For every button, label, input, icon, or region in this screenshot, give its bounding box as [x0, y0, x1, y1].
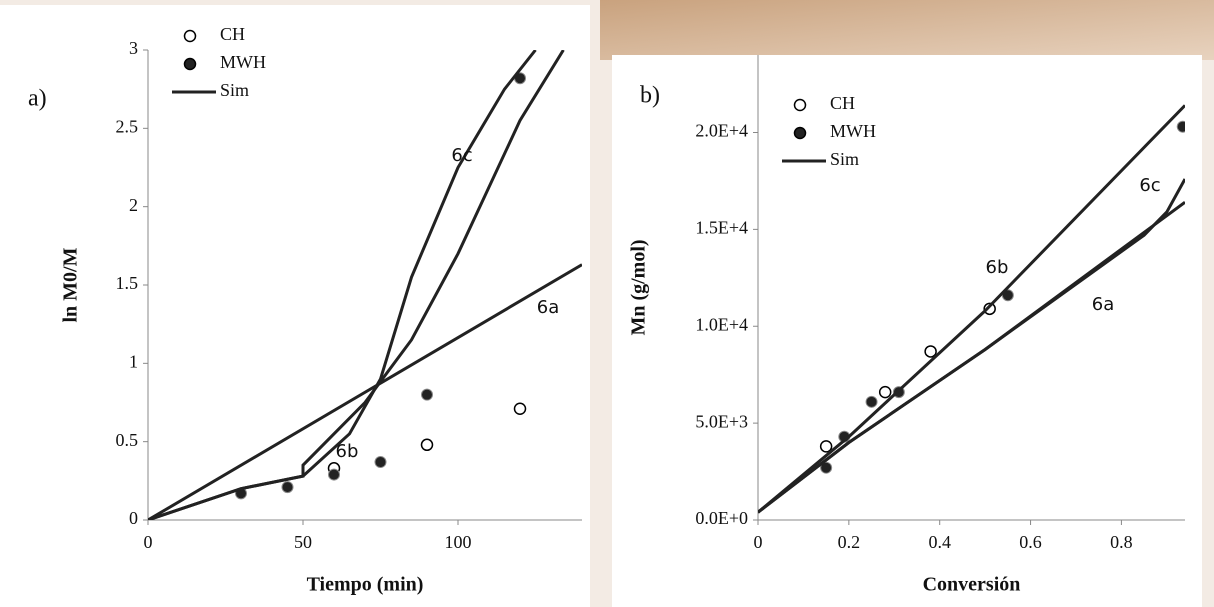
y-tick-label: 3: [129, 38, 138, 58]
y-tick-label: 1.5: [116, 273, 139, 293]
background-decoration: [600, 0, 1214, 60]
x-tick-label: 100: [445, 532, 472, 552]
legend-label: Sim: [220, 80, 249, 100]
x-tick-label: 0: [754, 532, 763, 552]
marker-filled: [328, 468, 340, 481]
marker-filled: [1176, 120, 1185, 133]
x-tick-label: 50: [294, 532, 312, 552]
y-tick-label: 0.5: [116, 430, 139, 450]
x-tick-label: 0.4: [928, 532, 951, 552]
x-tick-label: 0.6: [1019, 532, 1042, 552]
curve-label: 6a: [537, 297, 559, 318]
marker-open: [924, 345, 937, 358]
marker-open: [513, 402, 527, 416]
y-tick-label: 2.0E+4: [695, 121, 748, 141]
legend-label: MWH: [220, 52, 266, 72]
marker-open: [819, 440, 833, 453]
marker-filled: [421, 388, 433, 401]
x-tick-label: 0.2: [838, 532, 861, 552]
x-tick-label: 0: [144, 532, 153, 552]
x-tick-label: 0.8: [1110, 532, 1133, 552]
y-tick-label: 0.0E+0: [695, 508, 748, 528]
panel-b: [612, 55, 1202, 607]
y-tick-label: 0: [129, 508, 138, 528]
y-tick-label: 5.0E+3: [695, 411, 748, 431]
curve-label: 6b: [336, 441, 359, 462]
panel-a: [0, 5, 590, 607]
legend-label: MWH: [830, 121, 876, 141]
marker-filled: [374, 456, 387, 469]
marker-open: [420, 438, 434, 452]
x-axis-label: Conversión: [923, 574, 1021, 596]
curve-label: 6c: [1139, 175, 1160, 196]
marker-open: [983, 302, 996, 316]
legend-swatch: [793, 126, 807, 140]
marker-filled: [865, 395, 878, 408]
legend-label: CH: [830, 93, 855, 113]
y-tick-label: 2.5: [116, 116, 139, 136]
sim-curve: [148, 50, 537, 520]
legend-swatch: [793, 98, 807, 112]
panel-label: b): [640, 83, 660, 109]
y-tick-label: 2: [129, 195, 138, 215]
plot-area: [758, 104, 1185, 514]
panel-label: a): [28, 86, 47, 112]
y-axis-label: Mn (g/mol): [628, 239, 650, 335]
y-axis-label: ln M0/M: [60, 247, 82, 322]
plot-area: [148, 50, 582, 520]
curve-label: 6a: [1092, 294, 1114, 315]
marker-filled: [820, 461, 833, 474]
marker-filled: [1001, 289, 1014, 302]
curve-label: 6c: [451, 145, 472, 166]
y-tick-label: 1.0E+4: [695, 314, 748, 334]
legend-label: CH: [220, 24, 245, 44]
x-axis-label: Tiempo (min): [307, 574, 424, 596]
sim-curve: [758, 104, 1185, 514]
legend-label: Sim: [830, 149, 859, 169]
sim-curve: [758, 178, 1185, 514]
marker-open: [878, 385, 892, 399]
y-tick-label: 1: [129, 351, 138, 371]
marker-filled: [281, 481, 294, 494]
y-tick-label: 1.5E+4: [695, 218, 748, 238]
sim-curve: [148, 263, 582, 520]
curve-label: 6b: [986, 257, 1009, 278]
legend-swatch: [183, 57, 197, 71]
legend-swatch: [183, 29, 197, 43]
